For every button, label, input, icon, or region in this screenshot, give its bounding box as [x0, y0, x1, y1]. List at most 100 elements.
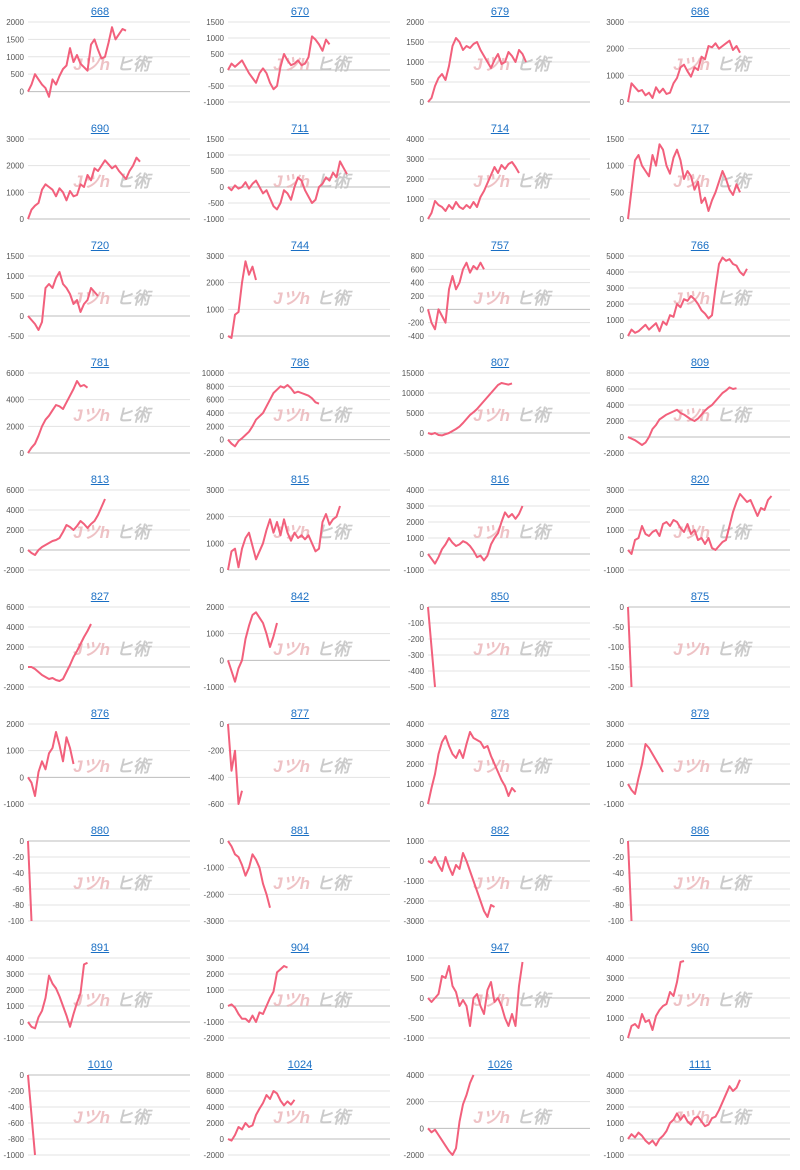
chart-title-link[interactable]: 877: [290, 708, 310, 720]
chart-title-link[interactable]: 809: [690, 357, 710, 369]
chart-title-link[interactable]: 807: [490, 357, 510, 369]
y-tick-label: 1000: [406, 837, 424, 846]
watermark-right: ヒ術: [316, 1108, 353, 1127]
y-tick-label: 1000: [6, 747, 24, 756]
chart-title-link[interactable]: 850: [490, 591, 510, 603]
chart-668: 668 0 500 1000 1500 2000 Jツh ヒ術: [0, 0, 200, 117]
chart-title-link[interactable]: 878: [490, 708, 510, 720]
chart-title-link[interactable]: 714: [490, 123, 510, 135]
watermark-left: Jツh: [673, 874, 710, 893]
chart-plot: -3000 -2000 -1000 0 1000 Jツh ヒ術: [404, 837, 590, 926]
chart-title-link[interactable]: 1010: [87, 1059, 113, 1071]
chart-title-link[interactable]: 668: [90, 6, 110, 18]
chart-title-link[interactable]: 786: [290, 357, 310, 369]
chart-title-link[interactable]: 842: [290, 591, 310, 603]
series-line: [427, 505, 524, 565]
chart-plot: 0 500 1000 1500 2000 Jツh ヒ術: [6, 18, 190, 98]
chart-plot: -2000 0 2000 4000 6000 Jツh ヒ術: [4, 603, 190, 692]
y-tick-label: 0: [220, 566, 225, 575]
chart-title-link[interactable]: 1026: [487, 1059, 513, 1071]
chart-title-link[interactable]: 876: [90, 708, 110, 720]
chart-plot: -1000 0 1000 2000 3000 4000 Jツh ヒ術: [404, 486, 590, 575]
y-tick-label: 1000: [406, 195, 424, 204]
y-tick-label: 3000: [606, 720, 624, 729]
y-tick-label: -1000: [204, 215, 225, 224]
chart-title-link[interactable]: 879: [690, 708, 710, 720]
y-tick-label: -100: [408, 619, 425, 628]
chart-title-link[interactable]: 815: [290, 474, 310, 486]
chart-title-link[interactable]: 1024: [287, 1059, 313, 1071]
y-tick-label: -80: [12, 901, 24, 910]
y-tick-label: 4000: [206, 409, 224, 418]
chart-title-link[interactable]: 881: [290, 825, 310, 837]
y-tick-label: 0: [420, 857, 425, 866]
y-tick-label: 2000: [606, 1103, 624, 1112]
chart-781: 781 0 2000 4000 6000 Jツh ヒ術: [0, 351, 200, 468]
watermark-right: ヒ術: [316, 406, 353, 425]
chart-plot: -600 -400 -200 0 Jツh ヒ術: [208, 720, 390, 809]
y-tick-label: 1000: [606, 71, 624, 80]
y-tick-label: 0: [620, 1034, 625, 1043]
y-tick-label: -1000: [204, 683, 225, 692]
y-tick-label: -800: [8, 1135, 25, 1144]
y-tick-label: 5000: [406, 409, 424, 418]
series-line: [627, 606, 633, 688]
watermark-left: Jツh: [473, 640, 510, 659]
chart-title-link[interactable]: 766: [690, 240, 710, 252]
chart-title-link[interactable]: 820: [690, 474, 710, 486]
y-tick-label: 0: [20, 1071, 25, 1080]
chart-title-link[interactable]: 720: [90, 240, 110, 252]
chart-title-link[interactable]: 670: [290, 6, 310, 18]
y-tick-label: 4000: [6, 623, 24, 632]
y-tick-label: 10000: [202, 369, 225, 378]
chart-886: 886 -100 -80 -60 -40 -20 0 Jツh ヒ術: [600, 819, 800, 936]
chart-title-link[interactable]: 690: [90, 123, 110, 135]
y-tick-label: 2000: [406, 1098, 424, 1107]
chart-title-link[interactable]: 904: [290, 942, 310, 954]
y-tick-label: -100: [608, 643, 625, 652]
y-tick-label: 0: [20, 449, 25, 458]
chart-title-link[interactable]: 781: [90, 357, 110, 369]
chart-title-link[interactable]: 886: [690, 825, 710, 837]
y-tick-label: 500: [611, 188, 625, 197]
y-tick-label: 2000: [6, 643, 24, 652]
chart-850: 850 -500 -400 -300 -200 -100 0 Jツh ヒ術: [400, 585, 600, 702]
chart-title-link[interactable]: 1111: [688, 1059, 712, 1071]
chart-title-link[interactable]: 947: [490, 942, 510, 954]
y-tick-label: -2000: [404, 1151, 425, 1160]
chart-title-link[interactable]: 711: [291, 123, 309, 135]
chart-title-link[interactable]: 882: [490, 825, 510, 837]
y-tick-label: -5000: [404, 449, 425, 458]
chart-title-link[interactable]: 891: [90, 942, 110, 954]
y-tick-label: 1000: [406, 534, 424, 543]
chart-title-link[interactable]: 816: [490, 474, 510, 486]
chart-title-link[interactable]: 757: [490, 240, 510, 252]
chart-766: 766 0 1000 2000 3000 4000 5000 Jツh ヒ術: [600, 234, 800, 351]
series-line: [227, 384, 320, 448]
y-tick-label: 2000: [6, 720, 24, 729]
y-tick-label: 1000: [606, 526, 624, 535]
chart-title-link[interactable]: 813: [90, 474, 110, 486]
y-tick-label: -2000: [204, 1151, 225, 1160]
watermark-right: ヒ術: [116, 757, 153, 776]
y-tick-label: -100: [8, 917, 25, 926]
chart-title-link[interactable]: 960: [690, 942, 710, 954]
chart-title-link[interactable]: 827: [90, 591, 110, 603]
y-tick-label: -400: [408, 667, 425, 676]
chart-title-link[interactable]: 875: [690, 591, 710, 603]
series-line: [427, 731, 517, 805]
series-line: [227, 840, 271, 908]
y-tick-label: 2000: [206, 279, 224, 288]
series-line: [627, 1079, 741, 1147]
chart-title-link[interactable]: 686: [690, 6, 710, 18]
chart-947: 947 -1000 -500 0 500 1000 Jツh ヒ術: [400, 936, 600, 1053]
chart-title-link[interactable]: 880: [90, 825, 110, 837]
chart-842: 842 -1000 0 1000 2000 Jツh ヒ術: [200, 585, 400, 702]
chart-670: 670 -1000 -500 0 500 1000 1500 Jツh ヒ術: [200, 0, 400, 117]
chart-title-link[interactable]: 744: [290, 240, 310, 252]
chart-title-link[interactable]: 717: [690, 123, 710, 135]
series-line: [227, 160, 348, 211]
chart-title-link[interactable]: 679: [490, 6, 510, 18]
